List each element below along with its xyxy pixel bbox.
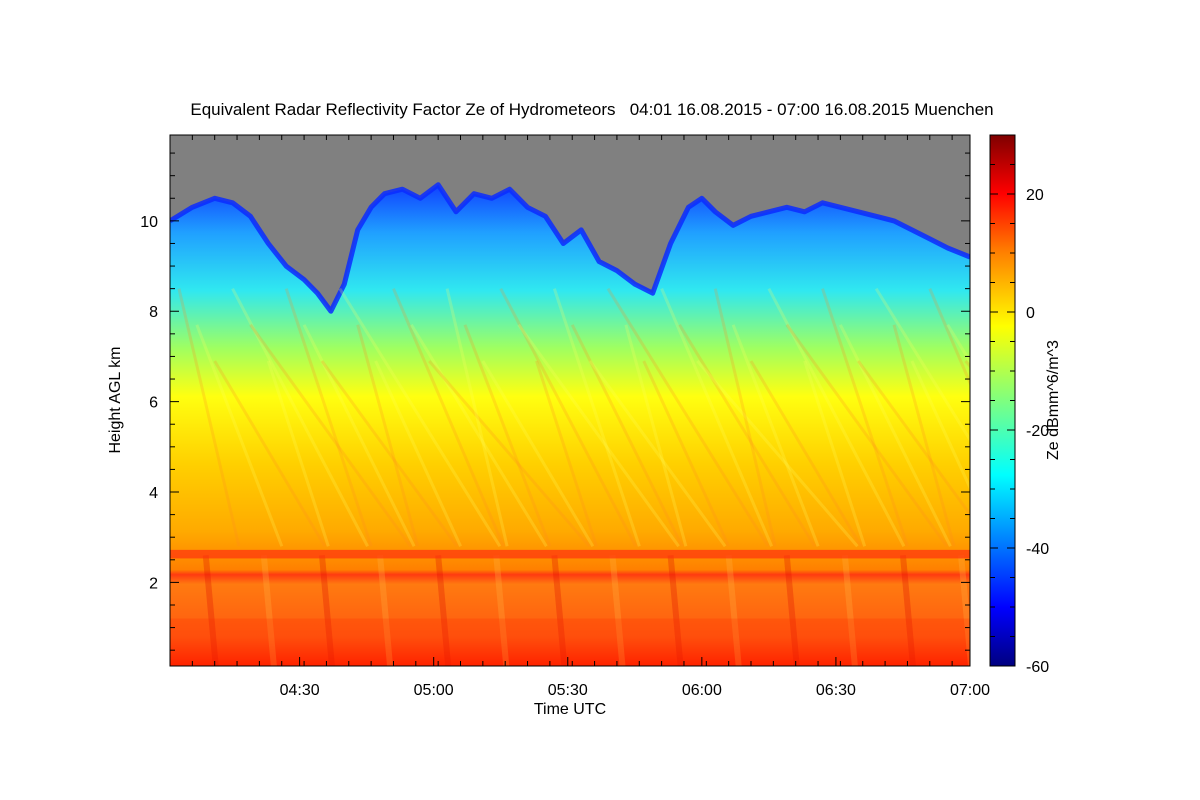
colorbar-ticks: -60 -40 -20 0 20 xyxy=(990,164,1049,676)
fall-streak xyxy=(338,287,502,548)
fall-streak xyxy=(749,360,863,548)
y-tick-label: 2 xyxy=(149,575,158,592)
fall-streak xyxy=(624,324,688,547)
colorbar-tick-label: 0 xyxy=(1026,305,1035,322)
y-axis: 2 4 6 8 10 xyxy=(140,152,970,651)
fall-streak xyxy=(713,288,777,547)
x-tick-label: 07:00 xyxy=(950,682,990,699)
colorbar-label: Ze dBmm^6/m^3 xyxy=(1045,340,1062,460)
rain-streak xyxy=(318,555,335,666)
rain-streak xyxy=(377,555,394,666)
rain-streak xyxy=(260,555,277,666)
fall-streak xyxy=(606,287,770,548)
fall-streak xyxy=(588,360,727,548)
plot-area xyxy=(170,135,970,666)
fall-streak xyxy=(803,360,867,547)
fall-streak xyxy=(499,287,638,547)
colorbar-tick-label: 20 xyxy=(1026,187,1044,204)
fall-streak xyxy=(428,359,591,548)
x-tick-label: 05:00 xyxy=(414,682,454,699)
fall-streak xyxy=(463,324,552,547)
fall-streak xyxy=(785,323,948,548)
rain-layer xyxy=(170,618,970,666)
fall-streak xyxy=(195,324,284,547)
rain-streak xyxy=(609,555,626,666)
fall-streak xyxy=(839,324,952,547)
x-tick-label: 04:30 xyxy=(280,682,320,699)
fall-streak xyxy=(302,324,416,547)
rain-streak xyxy=(958,555,970,666)
fall-streak xyxy=(570,324,684,547)
rain-streak xyxy=(667,555,684,666)
melting-layer-band xyxy=(170,549,970,559)
colorbar-tick-label: -40 xyxy=(1026,541,1049,558)
rain-streak xyxy=(493,555,510,666)
fall-streak xyxy=(731,324,820,547)
fall-streak xyxy=(660,288,773,547)
fall-streak xyxy=(320,360,459,548)
fall-streak xyxy=(535,360,598,547)
y-axis-label: Height AGL km xyxy=(107,346,124,453)
x-tick-label: 06:00 xyxy=(682,682,722,699)
colorbar-tick-label: -20 xyxy=(1026,423,1049,440)
colorbar-tick-label: -60 xyxy=(1026,659,1049,676)
fall-streak xyxy=(374,360,462,547)
plot-frame xyxy=(169,134,971,667)
fall-streak xyxy=(445,288,509,547)
fall-streak xyxy=(517,323,680,548)
fall-streak xyxy=(410,324,548,548)
rain-streak xyxy=(551,555,568,666)
fall-streak xyxy=(231,287,369,547)
x-tick-label: 05:30 xyxy=(548,682,588,699)
fall-streak xyxy=(874,287,970,443)
rain-streak xyxy=(783,555,800,666)
colorbar: -60 -40 -20 0 20 Ze dBmm^6/m^3 xyxy=(989,134,1062,676)
fall-streak xyxy=(552,288,641,547)
fall-streak xyxy=(481,360,595,548)
fall-streak xyxy=(177,288,241,547)
chart-title: Equivalent Radar Reflectivity Factor Ze … xyxy=(190,100,993,119)
reflectivity-field xyxy=(170,184,970,666)
fall-streak xyxy=(213,360,326,548)
fall-streaks xyxy=(177,287,970,666)
fall-streak xyxy=(284,288,373,547)
y-tick-label: 6 xyxy=(149,395,158,412)
fall-streak xyxy=(821,288,909,547)
rain-streak xyxy=(202,555,219,666)
y-tick-label: 8 xyxy=(149,304,158,321)
rain-streak xyxy=(899,555,916,666)
fall-streak xyxy=(928,288,970,387)
x-axis-label: Time UTC xyxy=(534,701,606,718)
rain-streak xyxy=(725,555,742,666)
fall-streak xyxy=(356,324,420,547)
fall-streak xyxy=(696,359,859,548)
fall-streak xyxy=(392,288,505,547)
rain-streak xyxy=(435,555,452,666)
x-axis: 04:30 05:00 05:30 06:00 06:30 07:00 xyxy=(169,135,990,699)
rain-streak xyxy=(841,555,858,666)
y-tick-label: 4 xyxy=(149,485,158,502)
fall-streak xyxy=(892,324,956,547)
fall-streak xyxy=(857,360,970,517)
fall-streak xyxy=(266,360,330,547)
y-tick-label: 10 xyxy=(140,214,158,231)
fall-streak xyxy=(910,360,970,492)
fall-streak xyxy=(678,324,816,548)
fall-streak xyxy=(249,323,412,548)
x-tick-label: 06:30 xyxy=(816,682,856,699)
fall-streak xyxy=(642,360,731,547)
cloud-top-edge xyxy=(170,182,970,314)
fall-streak xyxy=(767,287,906,547)
